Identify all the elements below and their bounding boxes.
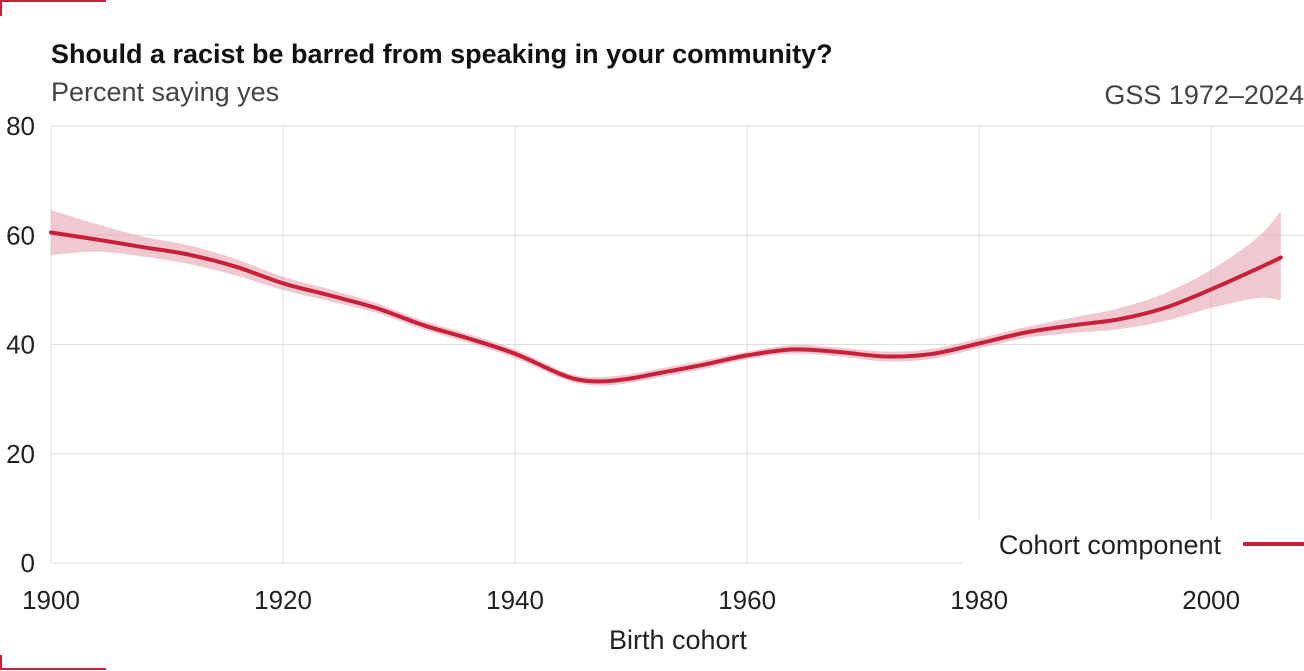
confidence-band: [51, 210, 1281, 386]
y-tick-label-60: 60: [6, 220, 35, 250]
data-point-1956: [698, 362, 704, 368]
confidence-band-layer: [51, 210, 1281, 386]
data-point-1972: [883, 354, 889, 360]
y-tick-label-0: 0: [21, 548, 35, 578]
data-point-1960: [744, 352, 750, 358]
y-tick-label-40: 40: [6, 330, 35, 360]
data-point-2006: [1278, 255, 1284, 261]
data-point-1936: [466, 336, 472, 342]
data-point-1904: [94, 237, 100, 243]
data-point-1946: [582, 378, 588, 384]
data-point-2004: [1255, 266, 1261, 272]
chart-title: Should a racist be barred from speaking …: [51, 39, 833, 69]
gridlines: [50, 125, 1304, 564]
data-point-1924: [326, 292, 332, 298]
data-point-1980: [976, 340, 982, 346]
x-tick-label-2000: 2000: [1182, 585, 1240, 615]
data-point-1950: [628, 375, 634, 381]
data-point-1940: [512, 351, 518, 357]
chart-source: GSS 1972–2024: [1104, 80, 1304, 110]
y-tick-label-80: 80: [6, 111, 35, 141]
y-axis-ticks: 0 20 40 60 80: [6, 111, 35, 578]
corner-marks: [0, 0, 106, 670]
data-point-1964: [791, 346, 797, 352]
data-point-1988: [1069, 322, 1075, 328]
x-axis-ticks: 1900 1920 1940 1960 1980 2000: [22, 585, 1240, 615]
corner-mark-bottom: [0, 655, 106, 670]
data-point-1900: [48, 230, 54, 236]
data-point-1912: [187, 252, 193, 258]
corner-mark-top: [0, 0, 106, 16]
x-tick-label-1900: 1900: [22, 585, 80, 615]
x-axis-label: Birth cohort: [609, 625, 748, 655]
data-point-1984: [1023, 330, 1029, 336]
data-point-1992: [1115, 316, 1121, 322]
x-tick-label-1940: 1940: [486, 585, 544, 615]
series-line-layer: [48, 230, 1284, 384]
data-point-1948: [605, 378, 611, 384]
data-point-2000: [1208, 286, 1214, 292]
legend-label: Cohort component: [999, 530, 1222, 560]
data-point-1920: [280, 280, 286, 286]
y-tick-label-20: 20: [6, 439, 35, 469]
series-line-cohort-component: [49, 230, 1283, 384]
data-point-1932: [419, 322, 425, 328]
chart-subtitle: Percent saying yes: [51, 77, 279, 107]
x-tick-label-1980: 1980: [950, 585, 1008, 615]
data-point-1952: [651, 371, 657, 377]
data-point-1908: [141, 244, 147, 250]
data-point-1968: [837, 349, 843, 355]
legend: Cohort component: [963, 520, 1304, 568]
data-point-1916: [234, 264, 240, 270]
data-point-1996: [1162, 305, 1168, 311]
x-tick-label-1960: 1960: [718, 585, 776, 615]
x-tick-label-1920: 1920: [254, 585, 312, 615]
data-point-1928: [373, 305, 379, 311]
data-point-1976: [930, 351, 936, 357]
data-point-1944: [559, 372, 565, 378]
